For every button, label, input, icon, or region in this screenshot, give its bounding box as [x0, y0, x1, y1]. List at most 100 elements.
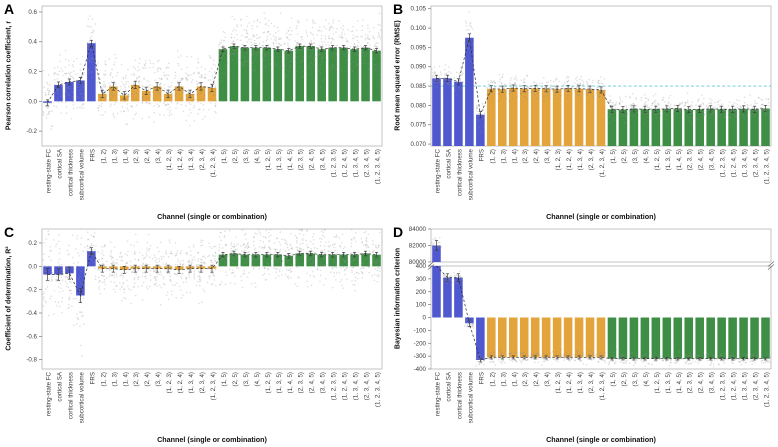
svg-text:resting-state FC: resting-state FC	[434, 148, 441, 193]
svg-text:cortical thickness: cortical thickness	[67, 149, 74, 196]
x-axis-label-d: Channel (single or combination)	[546, 435, 656, 444]
svg-text:-0.2: -0.2	[26, 128, 37, 135]
svg-text:(1, 2, 3, 5): (1, 2, 3, 5)	[331, 149, 338, 177]
svg-text:(2, 3): (2, 3)	[133, 372, 140, 386]
svg-text:(1, 3, 4): (1, 3, 4)	[188, 149, 195, 170]
y-axis-label-c: Coefficient of determination, R²	[5, 246, 13, 351]
svg-text:(4, 5): (4, 5)	[643, 372, 650, 386]
svg-text:(2, 3, 4): (2, 3, 4)	[199, 149, 206, 170]
svg-text:(1, 2, 4, 5): (1, 2, 4, 5)	[731, 372, 738, 400]
svg-text:-0.4: -0.4	[26, 310, 37, 317]
plot-area-c: 0.2 0.0 -0.2 -0.4 -0.6 -0.8 resting-state FC co…	[26, 228, 383, 435]
svg-text:(2, 4, 5): (2, 4, 5)	[698, 149, 705, 170]
svg-text:(1, 2, 3, 4): (1, 2, 3, 4)	[599, 372, 606, 400]
svg-text:400: 400	[416, 263, 427, 270]
svg-text:(2, 5): (2, 5)	[621, 372, 628, 386]
svg-text:(2, 3): (2, 3)	[522, 372, 529, 386]
svg-text:(1, 4): (1, 4)	[511, 149, 518, 163]
svg-text:(1, 4, 5): (1, 4, 5)	[676, 149, 683, 170]
svg-text:(2, 3, 4): (2, 3, 4)	[199, 372, 206, 393]
svg-text:-0.2: -0.2	[26, 287, 37, 294]
svg-text:(4, 5): (4, 5)	[254, 149, 261, 163]
svg-text:(2, 4, 5): (2, 4, 5)	[698, 372, 705, 393]
panel-letter-b: B	[393, 1, 404, 17]
svg-text:(1, 2): (1, 2)	[100, 149, 107, 163]
svg-text:(3, 4): (3, 4)	[155, 149, 162, 163]
y-axis-label-a: Pearson correlation coefficient, r	[5, 20, 13, 131]
svg-text:(1, 2, 3): (1, 2, 3)	[555, 372, 562, 393]
svg-text:(1, 2, 3, 4): (1, 2, 3, 4)	[210, 372, 217, 400]
svg-text:FRS: FRS	[478, 149, 485, 161]
svg-text:(3, 5): (3, 5)	[243, 149, 250, 163]
svg-text:(3, 4): (3, 4)	[155, 372, 162, 386]
svg-text:(1, 2, 4): (1, 2, 4)	[566, 149, 573, 170]
svg-text:cortical SA: cortical SA	[445, 148, 452, 178]
svg-text:(2, 5): (2, 5)	[621, 149, 628, 163]
svg-text:(1, 2, 3, 4, 5): (1, 2, 3, 4, 5)	[764, 372, 771, 407]
svg-text:0.095: 0.095	[411, 44, 427, 51]
svg-text:subcortical volume: subcortical volume	[467, 371, 474, 423]
panel-a: A Pearson correlation coefficient, r 0.6…	[0, 0, 389, 223]
svg-text:(1, 2, 4, 5): (1, 2, 4, 5)	[342, 372, 349, 400]
svg-text:(4, 5): (4, 5)	[254, 372, 261, 386]
svg-text:(1, 2, 4): (1, 2, 4)	[177, 372, 184, 393]
svg-text:(1, 2, 5): (1, 2, 5)	[265, 372, 272, 393]
svg-text:cortical SA: cortical SA	[445, 371, 452, 401]
svg-text:(1, 2, 3, 4, 5): (1, 2, 3, 4, 5)	[375, 149, 382, 184]
svg-text:(1, 3, 4, 5): (1, 3, 4, 5)	[742, 372, 749, 400]
svg-text:(1, 2, 3, 5): (1, 2, 3, 5)	[720, 372, 727, 400]
svg-text:(2, 3, 4, 5): (2, 3, 4, 5)	[364, 372, 371, 400]
svg-text:(1, 2, 5): (1, 2, 5)	[265, 149, 272, 170]
svg-text:cortical SA: cortical SA	[56, 371, 63, 401]
svg-text:(1, 3): (1, 3)	[111, 372, 118, 386]
svg-text:(1, 3): (1, 3)	[500, 372, 507, 386]
svg-text:(2, 4, 5): (2, 4, 5)	[309, 372, 316, 393]
svg-text:(2, 3, 5): (2, 3, 5)	[298, 372, 305, 393]
svg-text:subcortical volume: subcortical volume	[467, 148, 474, 200]
svg-text:-100: -100	[414, 327, 427, 334]
svg-text:0.100: 0.100	[411, 25, 427, 32]
svg-text:(1, 2, 5): (1, 2, 5)	[654, 149, 661, 170]
svg-text:300: 300	[416, 276, 427, 283]
svg-text:(2, 3, 4): (2, 3, 4)	[588, 372, 595, 393]
svg-text:(1, 2, 3, 5): (1, 2, 3, 5)	[720, 149, 727, 177]
svg-text:(2, 4): (2, 4)	[144, 149, 151, 163]
svg-text:(2, 3, 4, 5): (2, 3, 4, 5)	[753, 372, 760, 400]
svg-text:(1, 5): (1, 5)	[221, 149, 228, 163]
y-axis-label-b: Root mean squared error (RMSE)	[394, 20, 402, 131]
panel-letter-d: D	[393, 224, 404, 240]
svg-text:(2, 3): (2, 3)	[133, 149, 140, 163]
svg-text:(2, 5): (2, 5)	[232, 149, 239, 163]
svg-text:(3, 5): (3, 5)	[632, 372, 639, 386]
svg-text:(1, 2): (1, 2)	[100, 372, 107, 386]
svg-text:(1, 4, 5): (1, 4, 5)	[676, 372, 683, 393]
svg-text:(1, 3, 5): (1, 3, 5)	[276, 149, 283, 170]
svg-text:(2, 3, 4): (2, 3, 4)	[588, 149, 595, 170]
svg-text:(1, 5): (1, 5)	[610, 149, 617, 163]
svg-text:0: 0	[423, 315, 427, 322]
svg-text:FRS: FRS	[89, 149, 96, 161]
svg-text:(3, 4, 5): (3, 4, 5)	[320, 372, 327, 393]
svg-text:-400: -400	[414, 366, 427, 373]
panel-b: B Root mean squared error (RMSE) 0.105 0.…	[389, 0, 778, 223]
x-axis-label-a: Channel (single or combination)	[157, 212, 267, 221]
svg-text:(1, 3, 5): (1, 3, 5)	[665, 149, 672, 170]
svg-text:(1, 3, 4, 5): (1, 3, 4, 5)	[353, 372, 360, 400]
svg-text:(3, 4): (3, 4)	[544, 149, 551, 163]
svg-text:(1, 2, 3, 5): (1, 2, 3, 5)	[331, 372, 338, 400]
svg-text:(1, 2, 4, 5): (1, 2, 4, 5)	[731, 149, 738, 177]
svg-text:(1, 2, 4): (1, 2, 4)	[566, 372, 573, 393]
svg-text:(1, 3, 4): (1, 3, 4)	[577, 372, 584, 393]
svg-text:0.4: 0.4	[28, 39, 37, 46]
svg-text:(3, 4): (3, 4)	[544, 372, 551, 386]
svg-text:(2, 5): (2, 5)	[232, 372, 239, 386]
svg-text:(1, 2, 3): (1, 2, 3)	[555, 149, 562, 170]
svg-text:(1, 2, 4, 5): (1, 2, 4, 5)	[342, 149, 349, 177]
svg-text:0.2: 0.2	[28, 240, 37, 247]
svg-text:-200: -200	[414, 340, 427, 347]
svg-text:200: 200	[416, 289, 427, 296]
plot-area-a: 0.6 0.4 0.2 0.0 -0.2 resting-state FC cortical…	[26, 5, 383, 212]
x-axis-label-b: Channel (single or combination)	[546, 212, 656, 221]
